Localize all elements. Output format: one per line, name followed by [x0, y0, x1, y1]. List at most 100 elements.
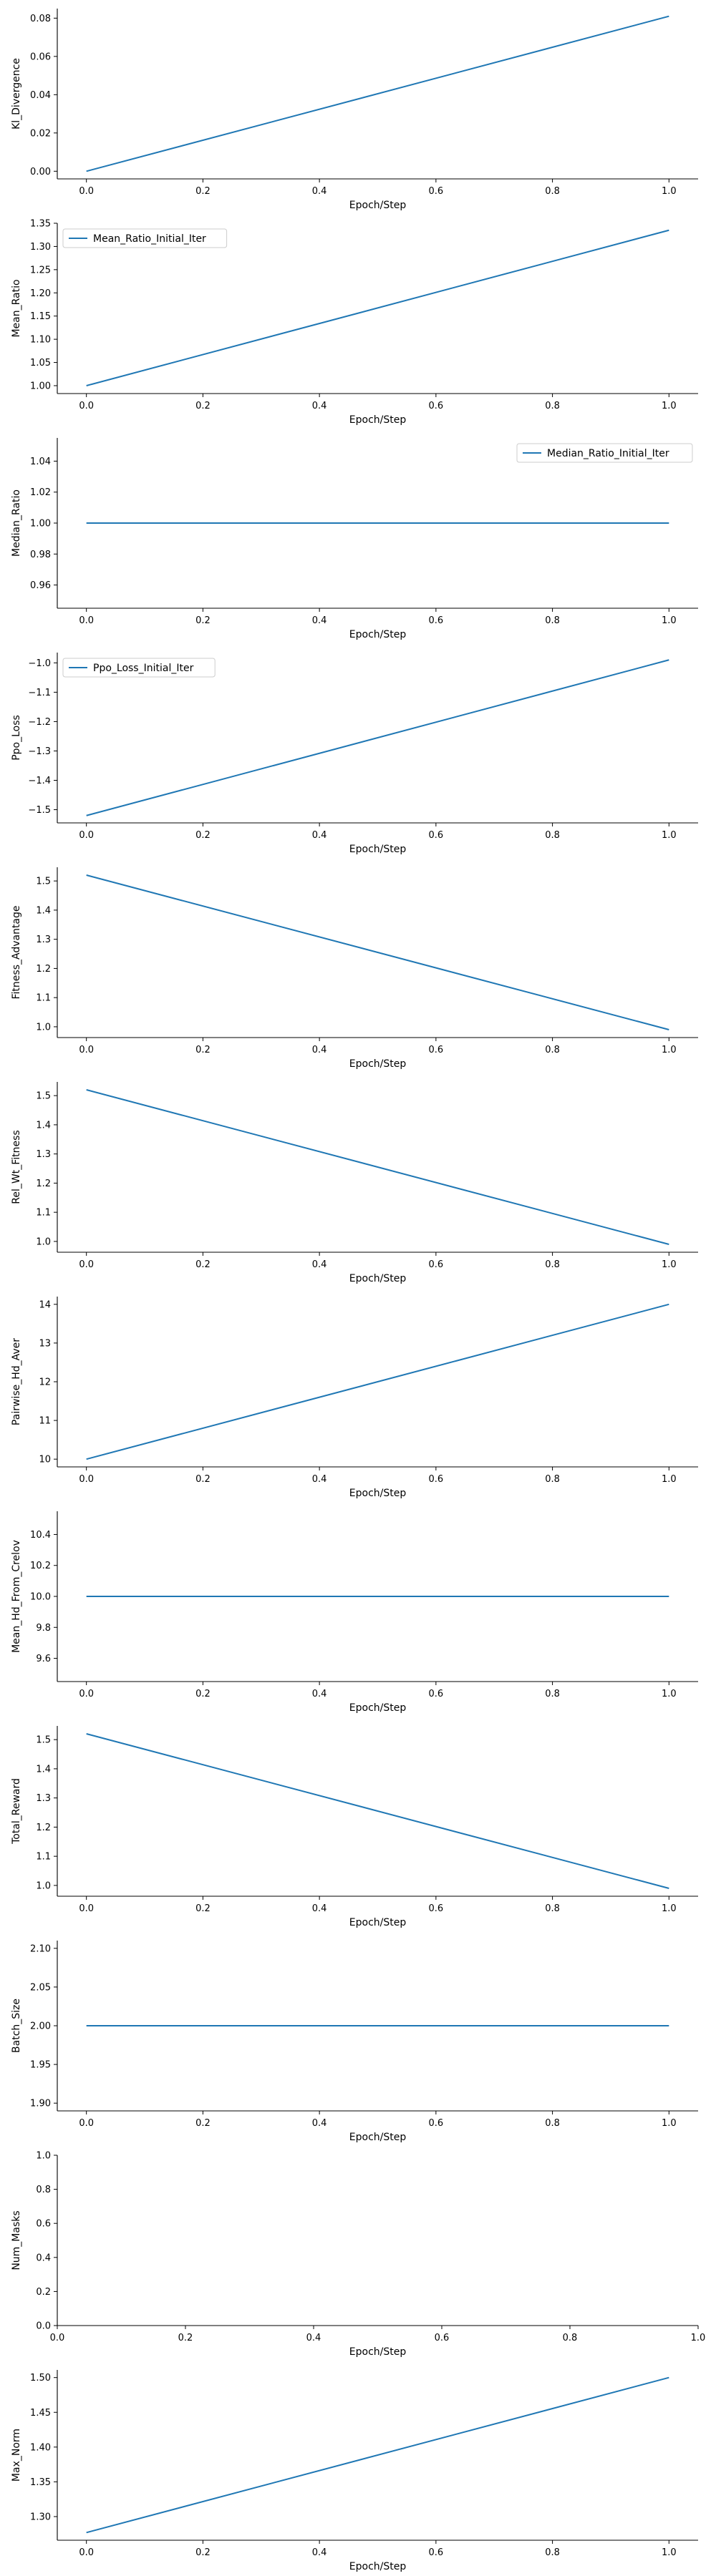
x-tick-label: 0.2 [195, 830, 211, 841]
x-tick-label: 1.0 [662, 1045, 677, 1055]
x-tick-label: 0.8 [545, 401, 560, 411]
y-tick-label: 0.04 [30, 90, 51, 101]
x-axis-label: Epoch/Step [349, 2561, 407, 2572]
x-axis-label: Epoch/Step [349, 2132, 407, 2143]
x-tick-label: 0.8 [545, 2118, 560, 2129]
x-tick-label: 0.8 [545, 1474, 560, 1485]
y-tick-label: 1.90 [30, 2099, 51, 2109]
y-tick-label: 1.2 [36, 964, 51, 975]
y-tick-label: −1.3 [28, 746, 51, 757]
x-tick-label: 0.0 [79, 2547, 94, 2558]
x-tick-label: 0.6 [429, 1903, 444, 1914]
subplot-7: 0.0 0.2 0.4 0.6 0.8 1.0 10 11 12 13 14 Epoch/Step Pa… [11, 1297, 698, 1499]
x-tick-label: 0.4 [312, 1903, 327, 1914]
y-tick-label: 1.4 [36, 1120, 51, 1131]
y-tick-label: 1.30 [30, 2512, 51, 2522]
y-tick-label: 1.35 [30, 219, 51, 230]
y-axis-label: Kl_Divergence [11, 58, 22, 130]
series-line [86, 1089, 669, 1245]
x-tick-label: 1.0 [662, 401, 677, 411]
y-tick-label: 1.5 [36, 877, 51, 887]
y-tick-label: 1.3 [36, 935, 51, 945]
y-tick-label: 14 [39, 1299, 51, 1310]
x-tick-label: 0.0 [79, 1045, 94, 1055]
subplot-6: 0.0 0.2 0.4 0.6 0.8 1.0 1.0 1.1 1.2 1.3 1.4 1.5 Epoc… [11, 1082, 698, 1284]
x-axis-label: Epoch/Step [349, 414, 407, 426]
x-tick-label: 0.6 [435, 2333, 450, 2343]
x-tick-label: 1.0 [662, 615, 677, 626]
x-tick-label: 0.6 [429, 1045, 444, 1055]
x-tick-label: 0.0 [79, 615, 94, 626]
series-line [86, 1303, 669, 1460]
x-tick-label: 0.8 [545, 1903, 560, 1914]
subplot-11: 0.0 0.2 0.4 0.6 0.8 1.0 0.0 0.2 0.4 0.6 0.8 1.0 Epoc… [11, 2151, 705, 2358]
x-tick-label: 0.0 [79, 2118, 94, 2129]
x-tick-label: 0.4 [312, 1474, 327, 1485]
x-tick-label: 0.4 [306, 2333, 321, 2343]
y-tick-label: 10.4 [30, 1530, 51, 1541]
y-tick-label: 1.02 [30, 487, 51, 498]
y-tick-label: 1.5 [36, 1735, 51, 1746]
x-tick-label: 0.8 [545, 830, 560, 841]
y-tick-label: 0.06 [30, 52, 51, 62]
y-tick-label: 0.98 [30, 550, 51, 560]
x-tick-label: 0.6 [429, 2547, 444, 2558]
y-axis-label: Ppo_Loss [11, 715, 22, 761]
y-tick-label: 1.30 [30, 242, 51, 253]
y-tick-label: 0.96 [30, 580, 51, 591]
x-tick-label: 0.4 [312, 1689, 327, 1699]
legend-label: Median_Ratio_Initial_Iter [547, 448, 669, 459]
x-tick-label: 0.2 [195, 2547, 211, 2558]
x-tick-label: 0.6 [429, 2118, 444, 2129]
legend-frame [62, 658, 216, 678]
y-tick-label: 11 [39, 1416, 51, 1427]
x-tick-label: 0.2 [195, 1259, 211, 1270]
x-tick-label: 0.4 [312, 186, 327, 197]
y-tick-label: −1.4 [28, 776, 51, 786]
y-tick-label: 1.0 [36, 2151, 51, 2162]
x-tick-label: 1.0 [662, 1474, 677, 1485]
x-tick-label: 0.6 [429, 401, 444, 411]
x-tick-label: 0.4 [312, 615, 327, 626]
series-line [86, 229, 669, 386]
y-tick-label: −1.0 [28, 658, 51, 669]
x-axis-label: Epoch/Step [349, 200, 407, 211]
y-tick-label: 1.35 [30, 2477, 51, 2488]
y-tick-label: 1.3 [36, 1149, 51, 1160]
y-tick-label: 0.08 [30, 14, 51, 24]
y-tick-label: 2.05 [30, 1982, 51, 1993]
y-tick-label: −1.1 [28, 688, 51, 698]
subplot-12: 0.0 0.2 0.4 0.6 0.8 1.0 1.30 1.35 1.40 1.45 1.50 Ep… [11, 2370, 698, 2572]
x-tick-label: 0.4 [312, 1045, 327, 1055]
y-tick-label: 1.20 [30, 288, 51, 299]
y-axis-label: Mean_Hd_From_Crelov [11, 1540, 22, 1653]
legend-frame [516, 443, 693, 463]
x-tick-label: 0.8 [545, 2547, 560, 2558]
y-tick-label: 1.04 [30, 457, 51, 467]
legend-label: Ppo_Loss_Initial_Iter [93, 663, 194, 674]
y-tick-label: −1.2 [28, 717, 51, 728]
x-tick-label: 0.2 [195, 1689, 211, 1699]
y-tick-label: 1.1 [36, 993, 51, 1004]
y-tick-label: 0.8 [36, 2185, 51, 2195]
x-tick-label: 1.0 [662, 2118, 677, 2129]
x-tick-label: 0.6 [429, 830, 444, 841]
y-tick-label: 1.45 [30, 2408, 51, 2419]
y-tick-label: 0.02 [30, 128, 51, 139]
y-axis-label: Max_Norm [11, 2429, 22, 2482]
y-tick-label: 1.3 [36, 1793, 51, 1804]
y-tick-label: 1.1 [36, 1208, 51, 1219]
y-tick-label: 1.00 [30, 381, 51, 391]
y-tick-label: 1.5 [36, 1091, 51, 1102]
y-tick-label: 10 [39, 1455, 51, 1465]
x-axis-label: Epoch/Step [349, 1488, 407, 1499]
y-axis-label: Rel_Wt_Fitness [11, 1130, 22, 1204]
x-tick-label: 0.8 [545, 1259, 560, 1270]
y-axis-label: Total_Reward [11, 1778, 22, 1845]
legend-frame [62, 228, 228, 248]
x-tick-label: 1.0 [662, 1689, 677, 1699]
x-tick-label: 0.8 [545, 186, 560, 197]
y-tick-label: 1.0 [36, 1880, 51, 1891]
series-line [86, 1733, 669, 1889]
x-tick-label: 0.6 [429, 1474, 444, 1485]
